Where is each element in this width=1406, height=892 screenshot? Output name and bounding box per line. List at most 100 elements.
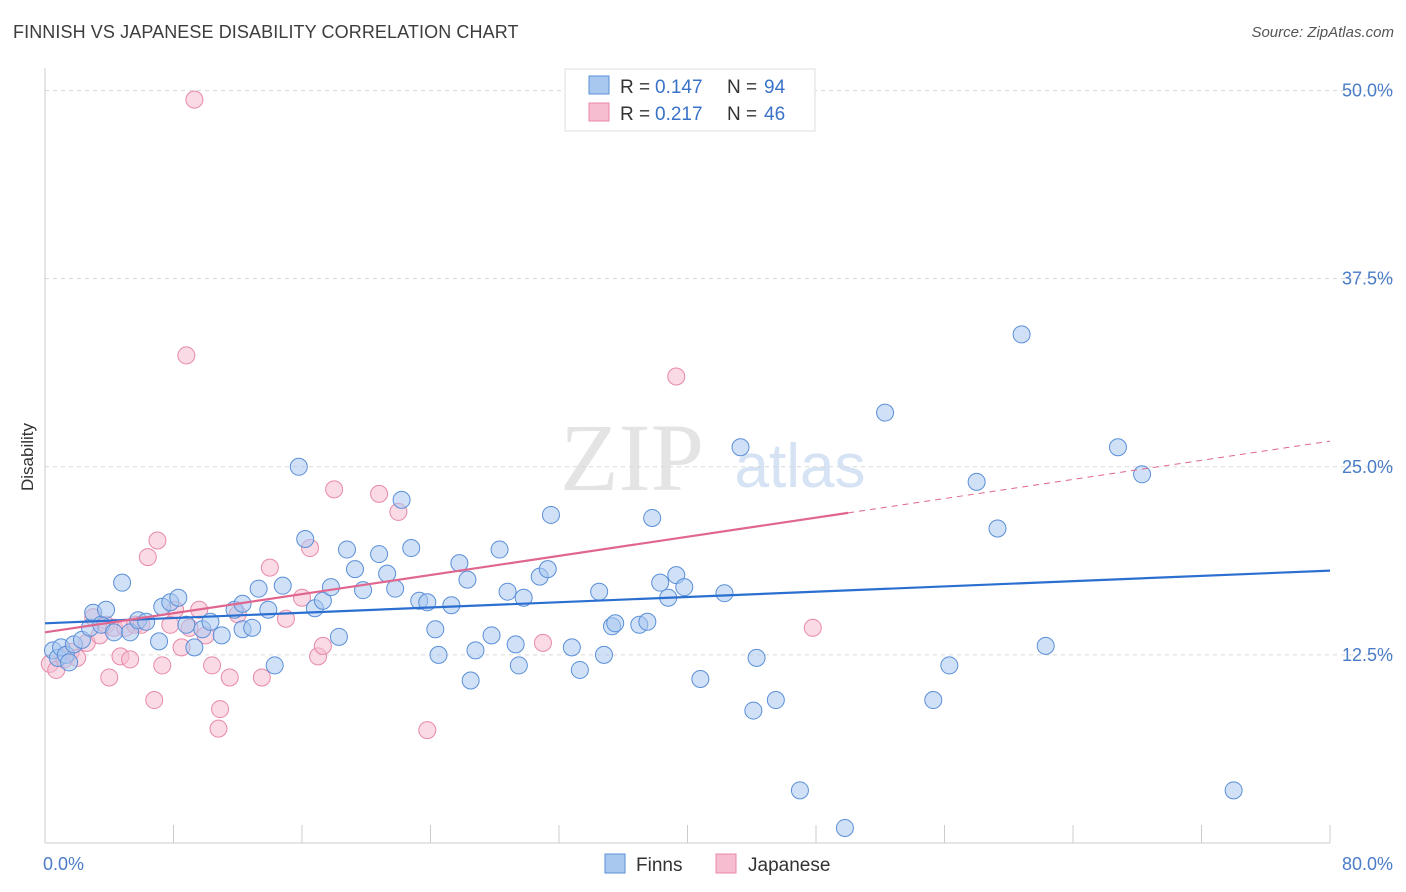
japanese-trend-line [44, 511, 849, 634]
legend-swatch-finns [588, 75, 610, 95]
legend-swatch-japanese [588, 102, 610, 122]
finns-point [940, 656, 959, 675]
japanese-point [153, 656, 172, 675]
finns-point [313, 591, 332, 610]
finns-points [44, 325, 1243, 837]
x-tick-min: 0.0% [43, 854, 84, 874]
finns-point [506, 635, 525, 654]
japanese-point [185, 90, 204, 109]
finns-point [1012, 325, 1031, 344]
bottom-legend-japanese: Japanese [748, 855, 830, 876]
japanese-point [418, 721, 437, 740]
y-tick-labels: 12.5% 25.0% 37.5% 50.0% [1342, 81, 1393, 665]
finns-point [265, 656, 284, 675]
chart-title: FINNISH VS JAPANESE DISABILITY CORRELATI… [13, 22, 519, 42]
finns-point [105, 623, 124, 642]
legend-n-label-japanese: N = [727, 104, 757, 125]
finns-point [273, 576, 292, 595]
japanese-point [209, 719, 228, 738]
finns-point [498, 582, 517, 601]
finns-point [466, 641, 485, 660]
finns-point [482, 626, 501, 645]
finns-point [541, 505, 560, 524]
y-tick-label: 12.5% [1342, 645, 1393, 665]
finns-point [243, 618, 262, 637]
finns-point [259, 600, 278, 619]
finns-point [594, 645, 613, 664]
x-tick-max: 80.0% [1342, 854, 1393, 874]
y-tick-label: 50.0% [1342, 81, 1393, 101]
japanese-point [203, 656, 222, 675]
y-axis-label: Disability [18, 422, 37, 491]
japanese-point [148, 531, 167, 550]
japanese-point [138, 548, 157, 567]
finns-point [570, 660, 589, 679]
finns-point [638, 612, 657, 631]
japanese-point [260, 558, 279, 577]
finns-point [1108, 438, 1127, 457]
finns-point [691, 669, 710, 688]
legend-n-finns: 94 [764, 77, 786, 98]
finns-point [289, 457, 308, 476]
finns-point [924, 691, 943, 710]
finns-point [988, 519, 1007, 538]
axes [44, 68, 1331, 844]
trend-lines [44, 440, 1331, 634]
finns-point [835, 818, 854, 837]
finns-point [790, 781, 809, 800]
finns-point [766, 691, 785, 710]
finns-point [97, 600, 116, 619]
japanese-point [121, 650, 140, 669]
legend-r-label-japanese: R = [620, 104, 650, 125]
finns-point [562, 638, 581, 657]
japanese-point [313, 636, 332, 655]
y-tick-label: 37.5% [1342, 269, 1393, 289]
japanese-point [145, 691, 164, 710]
japanese-point [252, 668, 271, 687]
japanese-point [177, 346, 196, 365]
finns-point [643, 508, 662, 527]
finns-point [731, 438, 750, 457]
watermark-zip: ZIP [560, 404, 704, 511]
grid [45, 90, 1393, 656]
finns-point [747, 648, 766, 667]
legend: R = 0.147 N = 94 R = 0.217 N = 46 [564, 68, 816, 132]
finns-point [490, 540, 509, 559]
finns-point [876, 403, 895, 422]
finns-point [150, 632, 169, 651]
bottom-legend-swatch-finns [604, 853, 626, 874]
finns-point [509, 656, 528, 675]
japanese-point [325, 480, 344, 499]
source-label: Source: ZipAtlas.com [1251, 24, 1394, 41]
finns-point [458, 570, 477, 589]
finns-point [296, 530, 315, 549]
japanese-point [803, 618, 822, 637]
finns-point [744, 701, 763, 720]
finns-point [185, 638, 204, 657]
japanese-point [220, 668, 239, 687]
finns-point [329, 627, 348, 646]
y-tick-label: 25.0% [1342, 457, 1393, 477]
finns-point [538, 560, 557, 579]
japanese-point [533, 633, 552, 652]
finns-point [461, 671, 480, 690]
finns-point [392, 490, 411, 509]
japanese-point [100, 668, 119, 687]
japanese-point [370, 484, 389, 503]
japanese-trend-extension [848, 440, 1331, 514]
finns-point [177, 615, 196, 634]
finns-point [967, 472, 986, 491]
finns-point [370, 545, 389, 564]
finns-point [212, 626, 231, 645]
bottom-legend-swatch-japanese [715, 853, 737, 874]
bottom-legend: Finns Japanese [604, 853, 830, 876]
japanese-point [667, 367, 686, 386]
legend-n-japanese: 46 [764, 104, 785, 125]
finns-trend-line [44, 569, 1331, 625]
finns-point [442, 596, 461, 615]
finns-point [386, 579, 405, 598]
finns-point [606, 614, 625, 633]
finns-point [321, 578, 340, 597]
legend-n-label-finns: N = [727, 77, 757, 98]
